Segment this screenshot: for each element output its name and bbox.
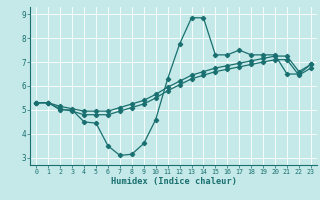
X-axis label: Humidex (Indice chaleur): Humidex (Indice chaleur) [111,177,236,186]
